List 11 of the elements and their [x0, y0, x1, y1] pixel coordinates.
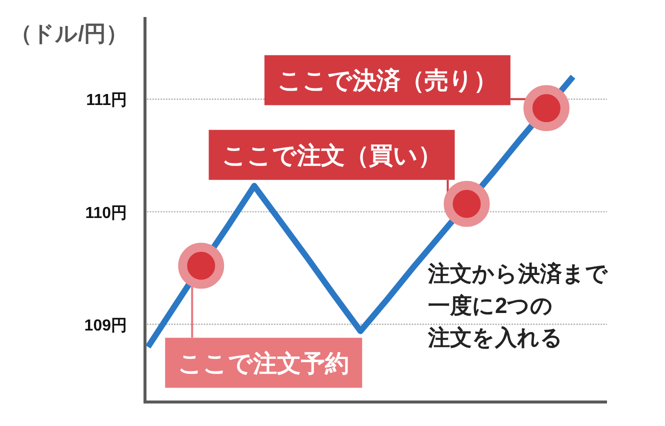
annotation: 注文から決済まで一度に2つの注文を入れる [428, 260, 609, 352]
y-tick-label: 111円 [86, 92, 127, 110]
annotation: ここで注文（買い） [222, 142, 442, 170]
point [444, 180, 490, 227]
annotation: ここで決済（売り） [277, 68, 498, 95]
point [178, 242, 224, 289]
point [523, 85, 570, 132]
y-tick-label: 110円 [85, 204, 127, 222]
y-axis-title: （ドル/円） [10, 21, 128, 46]
annotation: ここで注文予約 [178, 350, 350, 378]
y-tick-label: 109円 [84, 317, 127, 334]
